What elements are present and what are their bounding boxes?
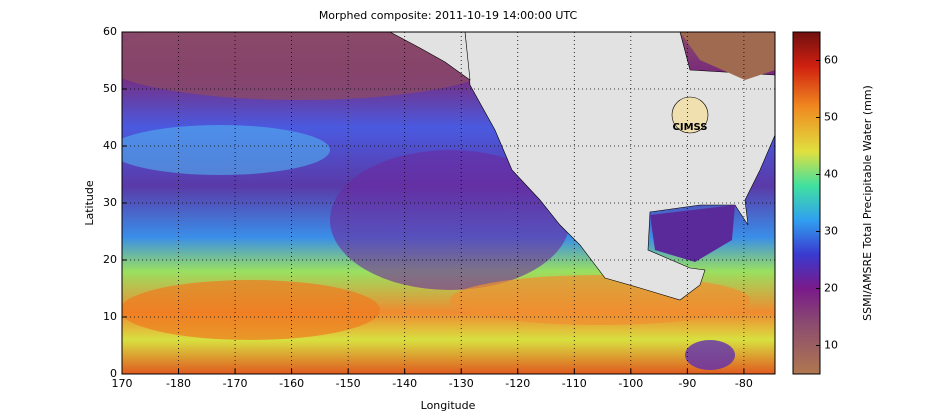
colorbar-tick-label: 60: [824, 54, 838, 67]
land-alaska: [389, 32, 471, 81]
x-tick-label: -110: [562, 377, 587, 390]
colorbar-tick-label: 30: [824, 225, 838, 238]
x-tick-label: -180: [166, 377, 191, 390]
colorbar-tick-label: 10: [824, 339, 838, 352]
x-tick-label: -90: [678, 377, 696, 390]
tpw-field: [122, 32, 775, 374]
bay-water: [680, 32, 775, 80]
colorbar: [792, 31, 821, 375]
x-tick-label: -80: [735, 377, 753, 390]
x-axis-label: Longitude: [421, 399, 476, 412]
y-tick-label: 50: [103, 82, 117, 95]
y-tick-label: 60: [103, 25, 117, 38]
x-tick-label: -100: [618, 377, 643, 390]
x-tick-label: -120: [505, 377, 530, 390]
colorbar-tick-label: 40: [824, 168, 838, 181]
colorbar-tick-label: 20: [824, 282, 838, 295]
y-tick-label: 30: [103, 196, 117, 209]
logo-text: CIMSS: [673, 122, 708, 133]
y-tick-label: 0: [110, 367, 117, 380]
x-tick-label: -140: [392, 377, 417, 390]
y-axis-label: Latitude: [83, 180, 96, 226]
colorbar-label: SSMI/AMSRE Total Precipitable Water (mm): [861, 85, 874, 321]
y-tick-label: 10: [103, 310, 117, 323]
map-title: Morphed composite: 2011-10-19 14:00:00 U…: [319, 9, 578, 22]
x-tick-label: -160: [279, 377, 304, 390]
x-tick-label: -170: [223, 377, 248, 390]
gulf-of-mexico: [650, 205, 735, 262]
x-tick-label: -130: [449, 377, 474, 390]
y-tick-label: 40: [103, 139, 117, 152]
x-tick-label: 170: [112, 377, 133, 390]
y-tick-label: 20: [103, 253, 117, 266]
logo-globe: [671, 96, 709, 134]
colorbar-tick-label: 50: [824, 111, 838, 124]
x-tick-label: -150: [336, 377, 361, 390]
